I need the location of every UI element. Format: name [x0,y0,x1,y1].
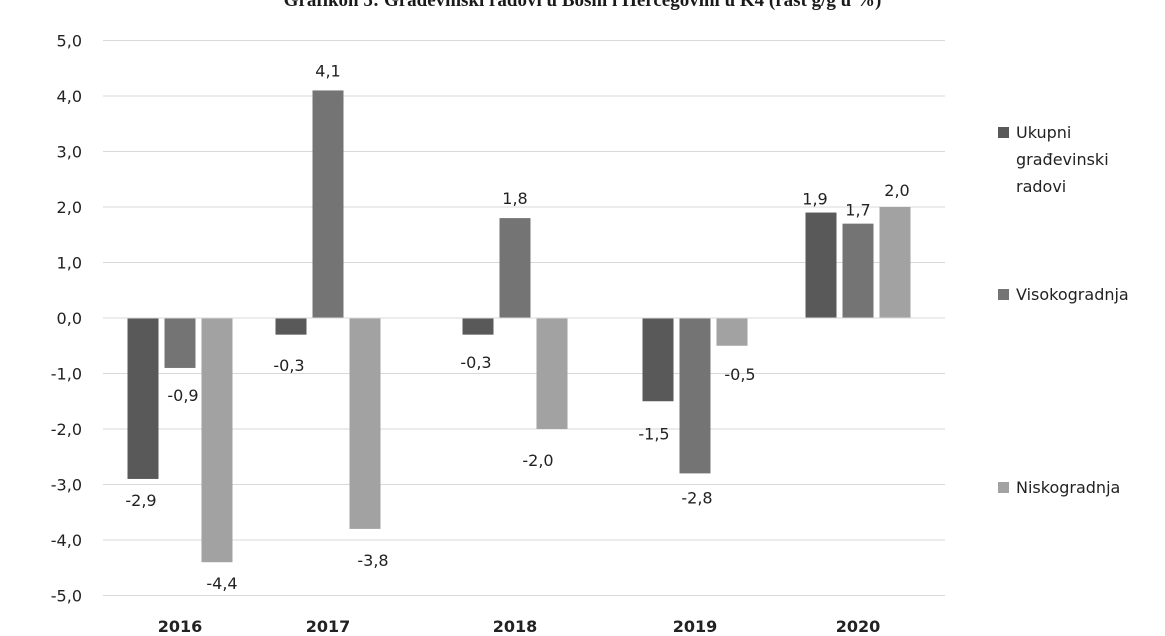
bar [164,318,196,368]
y-tick-label: -3,0 [51,476,82,495]
chart-title: Grafikon 5: Građevinski radovi u Bosni i… [283,0,882,11]
x-category-label: 2018 [493,617,538,636]
y-tick-label: -5,0 [51,587,82,606]
y-tick-label: -1,0 [51,365,82,384]
bar [127,318,159,479]
y-tick-label: 2,0 [57,198,82,217]
legend-label: radovi [1016,177,1066,196]
bar [201,318,233,563]
data-label: -1,5 [638,424,669,443]
legend-label: Ukupni [1016,123,1071,142]
bars [127,90,911,563]
y-tick-label: 1,0 [57,254,82,273]
y-tick-label: 0,0 [57,309,82,328]
x-category-label: 2019 [673,617,718,636]
legend-label: Visokogradnja [1016,285,1129,304]
data-label: -0,3 [273,356,304,375]
data-labels: -2,9 -0,9 -4,4 -0,3 4,1 -3,8 -0,3 1,8 -2,0 -1,5 -2… [125,61,909,593]
y-tick-label: -2,0 [51,420,82,439]
data-label: 2,0 [884,181,909,200]
data-label: -2,8 [681,488,712,507]
x-category-label: 2017 [306,617,351,636]
data-label: -0,3 [460,353,491,372]
y-tick-label: 3,0 [57,143,82,162]
data-label: -2,9 [125,491,156,510]
legend-label: Niskogradnja [1016,478,1120,497]
legend: Ukupni građevinski radovi Visokogradnja Nisk… [998,123,1129,497]
x-category-label: 2016 [158,617,203,636]
bar [462,318,494,335]
legend-swatch [998,482,1009,493]
data-label: 1,7 [845,201,870,220]
bar [349,318,381,529]
legend-swatch [998,289,1009,300]
bar [879,207,911,318]
data-label: -0,9 [167,386,198,405]
bar [642,318,674,402]
data-label: -0,5 [724,365,755,384]
legend-label: građevinski [1016,150,1109,169]
bar [312,90,344,318]
data-label: -2,0 [522,451,553,470]
x-axis-category-labels: 2016 2017 2018 2019 2020 [158,617,881,636]
bar [805,212,837,318]
data-label: 1,8 [502,189,527,208]
data-label: 4,1 [315,61,340,80]
y-tick-label: -4,0 [51,531,82,550]
data-label: -3,8 [357,551,388,570]
bar [679,318,711,474]
data-label: 1,9 [802,190,827,209]
legend-swatch [998,127,1009,138]
bar [499,218,531,318]
bar [275,318,307,335]
y-tick-label: 5,0 [57,32,82,51]
x-category-label: 2020 [836,617,881,636]
y-tick-label: 4,0 [57,87,82,106]
bar [716,318,748,346]
bar [842,223,874,318]
gridlines [103,40,945,596]
data-label: -4,4 [206,574,237,593]
bar [536,318,568,429]
y-axis-tick-labels: 5,0 4,0 3,0 2,0 1,0 0,0 -1,0 -2,0 -3,0 -4,0 -5,0 [51,32,82,606]
